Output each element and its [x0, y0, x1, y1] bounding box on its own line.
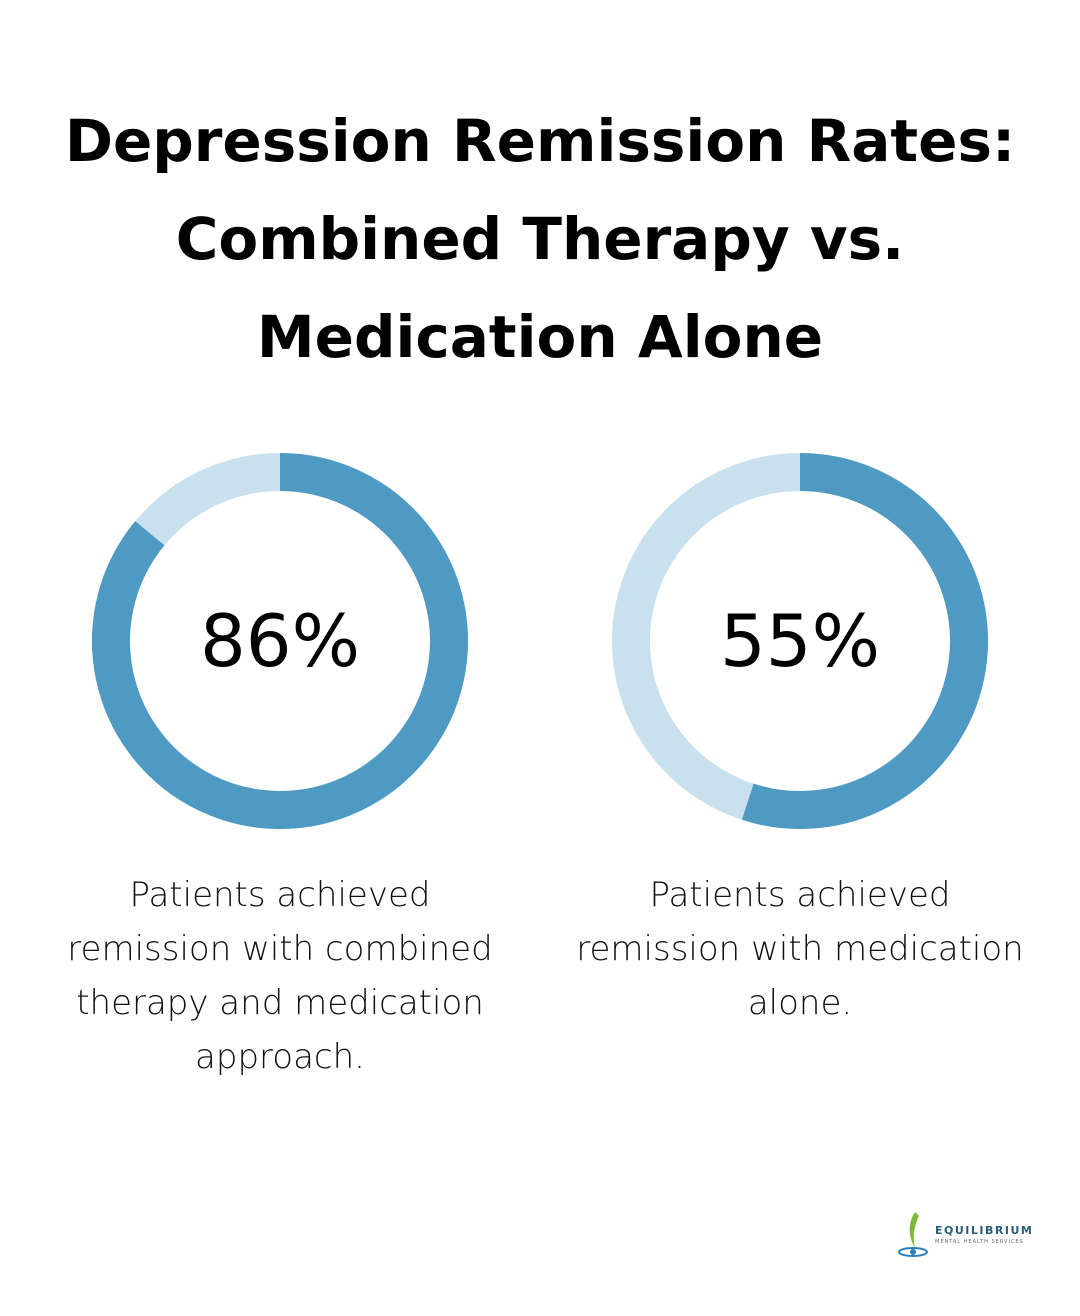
caption: Patients achieved remission with medicat… [576, 875, 1024, 1023]
logo: EQUILIBRIUM MENTAL HEALTH SERVICES [895, 1208, 1045, 1264]
value-label: 55% [720, 599, 880, 683]
logo-name: EQUILIBRIUM [935, 1224, 1034, 1237]
caption: Patients achieved remission with combine… [67, 875, 493, 1077]
logo-icon [898, 1212, 928, 1257]
logo-tagline: MENTAL HEALTH SERVICES [935, 1239, 1024, 1245]
value-label: 86% [200, 599, 360, 683]
donut-arc [92, 453, 468, 829]
title: Depression Remission Rates: Combined The… [64, 107, 1016, 371]
donut-arc [741, 453, 988, 829]
